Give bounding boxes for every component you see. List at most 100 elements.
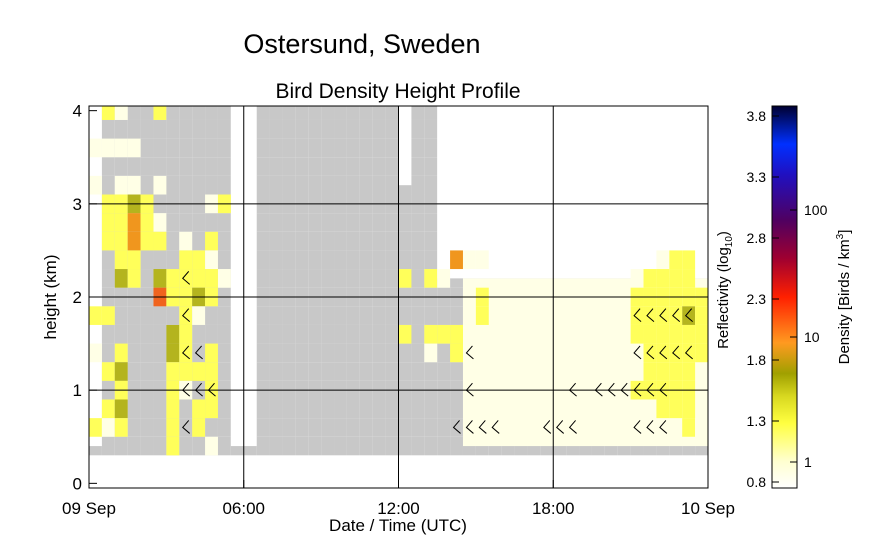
heatmap-cell	[359, 231, 373, 251]
heatmap-cell	[321, 399, 335, 419]
heatmap-cell	[385, 343, 399, 363]
heatmap-cell	[179, 362, 193, 381]
heatmap-cell	[669, 399, 683, 419]
heatmap-cell	[308, 213, 322, 232]
heatmap-cell	[385, 306, 399, 325]
heatmap-cell	[669, 269, 683, 288]
heatmap-cell	[114, 343, 128, 363]
heatmap-cell	[462, 306, 476, 325]
heatmap-cell	[295, 106, 309, 120]
heatmap-cell	[437, 324, 451, 344]
heatmap-cell	[346, 324, 360, 344]
heatmap-cell	[166, 119, 180, 139]
heatmap-cell	[127, 399, 141, 419]
heatmap-cell	[334, 362, 347, 381]
heatmap-cell	[127, 213, 141, 232]
heatmap-cell	[153, 106, 167, 120]
heatmap-cell	[372, 343, 386, 363]
heatmap-cell	[295, 418, 309, 437]
heatmap-cell	[359, 138, 373, 158]
heatmap-cell	[256, 399, 270, 419]
heatmap-cell	[682, 418, 696, 437]
heatmap-cell	[424, 119, 438, 139]
heatmap-cell	[411, 250, 425, 270]
heatmap-cell	[153, 343, 167, 363]
heatmap-cell	[282, 343, 296, 363]
heatmap-cell	[308, 231, 322, 251]
heatmap-cell	[256, 119, 270, 139]
heatmap-cell	[656, 324, 670, 344]
heatmap-cell	[89, 175, 102, 195]
colorbar-left-tick-label: 1.8	[747, 352, 767, 368]
heatmap-cell	[450, 324, 463, 344]
heatmap-cell	[192, 306, 206, 325]
heatmap-cell	[166, 231, 180, 251]
x-tick-label: 09 Sep	[62, 499, 116, 518]
heatmap-cell	[127, 306, 141, 325]
heatmap-cell	[179, 157, 193, 176]
heatmap-cell	[217, 362, 231, 381]
heatmap-cell	[217, 157, 231, 176]
heatmap-cell	[127, 106, 141, 120]
heatmap-cell	[205, 250, 218, 270]
heatmap-cell	[308, 324, 322, 344]
heatmap-cell	[179, 418, 193, 437]
heatmap-cell	[334, 436, 347, 456]
heatmap-cell	[656, 343, 670, 363]
heatmap-cell	[321, 306, 335, 325]
heatmap-cell	[179, 250, 193, 270]
heatmap-cell	[682, 306, 696, 325]
heatmap-cell	[385, 436, 399, 456]
heatmap-cell	[437, 436, 451, 456]
heatmap-cell	[630, 269, 644, 288]
heatmap-cell	[179, 175, 193, 195]
heatmap-cell	[140, 418, 154, 437]
colorbar-left-tick-label: 2.3	[747, 291, 767, 307]
heatmap-cell	[256, 362, 270, 381]
heatmap-cell	[424, 175, 438, 195]
heatmap-cell	[192, 399, 206, 419]
heatmap-cell	[140, 175, 154, 195]
heatmap-cell	[321, 362, 335, 381]
x-tick-label: 06:00	[222, 499, 265, 518]
heatmap-cell	[411, 231, 425, 251]
heatmap-cell	[192, 213, 206, 232]
heatmap-cell	[114, 306, 128, 325]
heatmap-cell	[411, 306, 425, 325]
heatmap-cell	[140, 362, 154, 381]
heatmap-cell	[205, 213, 218, 232]
heatmap-cell	[179, 399, 193, 419]
wind-barb	[182, 271, 191, 285]
heatmap-cell	[398, 436, 412, 456]
heatmap-cell	[372, 138, 386, 158]
heatmap-cell	[682, 269, 696, 288]
heatmap-cell	[295, 231, 309, 251]
heatmap-cell	[321, 343, 335, 363]
heatmap-cell	[321, 175, 335, 195]
heatmap-cell	[269, 362, 283, 381]
heatmap-cell	[643, 362, 657, 381]
heatmap-cell	[269, 231, 283, 251]
y-tick-label: 2	[73, 288, 82, 307]
heatmap-cell	[346, 399, 360, 419]
heatmap-cell	[140, 231, 154, 251]
heatmap-cell	[411, 269, 425, 288]
heatmap-cell	[669, 324, 683, 344]
heatmap-cell	[101, 324, 115, 344]
heatmap-cell	[140, 436, 154, 456]
heatmap-cell	[385, 231, 399, 251]
heatmap-cell	[411, 157, 425, 176]
heatmap-cell	[166, 269, 180, 288]
heatmap-cell	[101, 231, 115, 251]
heatmap-cell	[217, 399, 231, 419]
heatmap-cell	[256, 231, 270, 251]
heatmap-cell	[295, 436, 309, 456]
heatmap-cell	[411, 175, 425, 195]
heatmap-cell	[127, 175, 141, 195]
heatmap-cell	[346, 343, 360, 363]
heatmap-cell	[153, 306, 167, 325]
heatmap-cell	[114, 231, 128, 251]
heatmap-cell	[398, 231, 412, 251]
heatmap-cell	[269, 269, 283, 288]
heatmap-cell	[114, 399, 128, 419]
